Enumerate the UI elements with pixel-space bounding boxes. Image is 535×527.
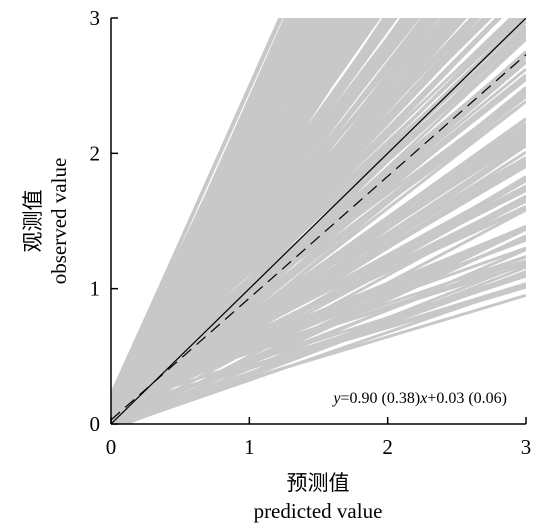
fit-equation-body: =0.90 (0.38): [341, 390, 421, 407]
x-tick-label: 1: [244, 435, 255, 459]
bootstrap-line: [113, 53, 526, 424]
bootstrap-line: [111, 18, 311, 424]
bootstrap-line: [119, 227, 526, 424]
bootstrap-line: [113, 144, 526, 424]
fit-equation-tail: +0.03 (0.06): [427, 390, 507, 407]
bootstrap-line: [113, 18, 362, 424]
bootstrap-line: [112, 18, 302, 424]
bootstrap-line: [111, 198, 526, 424]
bootstrap-line: [111, 18, 331, 424]
bootstrap-line: [118, 208, 526, 424]
y-axis-title-cn: 观测值: [21, 190, 45, 253]
bootstrap-line: [113, 18, 463, 424]
bootstrap-line: [111, 18, 500, 424]
tick-labels: 0 1 2 3 0 1 2 3: [90, 6, 532, 459]
bootstrap-line: [111, 18, 427, 424]
fit-equation-x: x: [419, 390, 427, 407]
bootstrap-line: [121, 265, 526, 424]
bootstrap-line: [116, 87, 526, 424]
bootstrap-line: [111, 18, 458, 424]
bootstrap-line: [113, 128, 526, 424]
bootstrap-line: [117, 248, 526, 424]
x-axis-title-en: predicted value: [254, 499, 383, 523]
bootstrap-lines: [111, 18, 526, 424]
bootstrap-line: [117, 261, 526, 424]
bootstrap-line: [111, 18, 299, 424]
y-tick-label: 0: [90, 412, 101, 436]
y-tick-label: 2: [90, 141, 101, 165]
y-axis-title-en: observed value: [47, 158, 71, 285]
y-tick-label: 3: [90, 6, 101, 30]
bootstrap-line: [112, 18, 404, 424]
fit-equation-y: y: [331, 390, 341, 407]
bootstrap-line: [111, 18, 357, 424]
fit-equation: y=0.90 (0.38)x+0.03 (0.06): [331, 390, 507, 407]
x-axis-title-cn: 预测值: [287, 471, 350, 495]
axis-ticks: [110, 17, 527, 425]
x-tick-label: 0: [106, 435, 117, 459]
bootstrap-line: [111, 18, 339, 424]
fitted-line: [111, 54, 526, 421]
bootstrap-line: [111, 18, 287, 411]
identity-line: [111, 18, 526, 424]
x-tick-label: 3: [521, 435, 532, 459]
bootstrap-line: [111, 18, 282, 398]
bootstrap-line: [115, 25, 526, 424]
bootstrap-line: [113, 18, 386, 424]
bootstrap-line: [111, 18, 296, 421]
x-tick-label: 2: [382, 435, 393, 459]
bootstrap-line: [111, 255, 526, 419]
y-tick-label: 1: [90, 277, 101, 301]
